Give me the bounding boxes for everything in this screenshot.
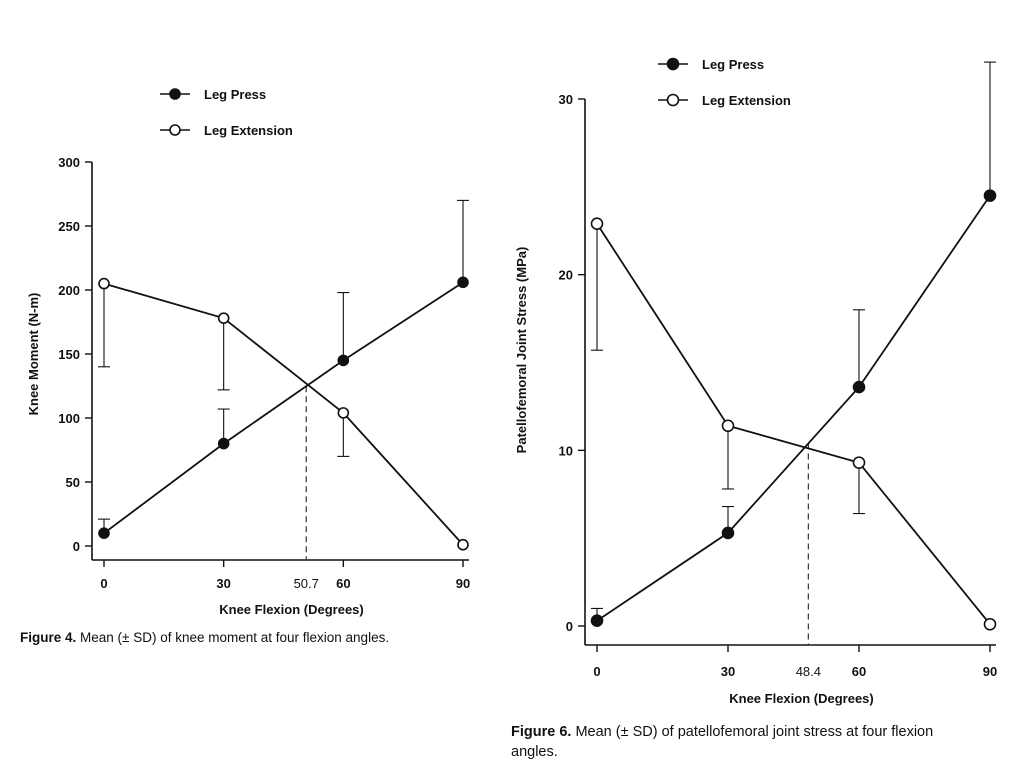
crossover-label: 48.4 [796, 664, 821, 679]
leg-press-line [103, 281, 464, 534]
x-tick-label: 0 [100, 576, 107, 591]
y-tick-label: 0 [73, 539, 80, 554]
patellofemoral-stress-chart: 0 10 20 30 0 30 60 90 Knee Flexion (Degrees) Pate… [514, 57, 997, 706]
leg-press-legend-label: Leg Press [702, 57, 764, 72]
leg-press-point [457, 276, 469, 289]
leg-extension-point [98, 277, 110, 290]
y-tick-label: 200 [58, 283, 80, 298]
x-tick-label: 90 [456, 576, 470, 591]
leg-extension-legend-marker [169, 124, 181, 136]
y-tick-label: 0 [566, 619, 573, 634]
x-tick-label: 60 [336, 576, 350, 591]
leg-extension-point [983, 617, 997, 631]
leg-extension-legend-label: Leg Extension [702, 93, 791, 108]
figure-4-caption-label: Figure 4. [20, 630, 76, 645]
y-tick-label: 300 [58, 155, 80, 170]
leg-press-point [590, 614, 604, 628]
leg-press-line [596, 195, 991, 622]
x-axis-title: Knee Flexion (Degrees) [219, 602, 364, 617]
x-tick-label: 0 [593, 664, 600, 679]
leg-press-point [337, 354, 350, 367]
y-tick-label: 50 [66, 475, 80, 490]
figure-6-caption-label: Figure 6. [511, 724, 571, 740]
leg-extension-point [337, 407, 350, 419]
y-tick-label: 10 [559, 443, 573, 458]
leg-extension-point [721, 419, 735, 433]
leg-extension-legend-label: Leg Extension [204, 123, 293, 138]
figure-6-caption-line-2: angles. [511, 744, 558, 760]
y-axis-title: Patellofemoral Joint Stress (MPa) [514, 247, 529, 454]
leg-extension-point [457, 538, 469, 551]
figure-4-caption-body: Mean (± SD) of knee moment at four flexi… [76, 630, 389, 645]
leg-press-point [721, 526, 735, 540]
y-axis-title: Knee Moment (N-m) [26, 293, 41, 416]
y-tick-label: 150 [58, 347, 80, 362]
crossover-label: 50.7 [294, 576, 319, 591]
y-tick-label: 20 [559, 268, 573, 283]
leg-extension-line [596, 223, 991, 625]
knee-moment-chart: 0 50 100 150 200 250 300 0 30 60 90 Knee Flexion (D… [26, 87, 470, 617]
x-tick-label: 30 [216, 576, 230, 591]
leg-extension-point [590, 217, 604, 231]
leg-press-legend-marker [169, 88, 181, 100]
leg-press-legend-marker [666, 57, 680, 71]
leg-press-legend-label: Leg Press [204, 87, 266, 102]
figure-6-caption-line-1: Figure 6. Mean (± SD) of patellofemoral … [511, 724, 933, 740]
y-tick-label: 30 [559, 92, 573, 107]
leg-press-point [852, 380, 866, 394]
leg-extension-line [103, 282, 464, 546]
leg-extension-point [217, 312, 230, 324]
figure-4-caption: Figure 4. Mean (± SD) of knee moment at … [20, 630, 389, 645]
x-tick-label: 30 [721, 664, 735, 679]
x-axis-title: Knee Flexion (Degrees) [729, 691, 874, 706]
y-tick-label: 250 [58, 219, 80, 234]
leg-press-point [983, 189, 997, 202]
leg-press-point [98, 527, 110, 540]
y-tick-label: 100 [58, 411, 80, 426]
figure-6-caption-body-1: Mean (± SD) of patellofemoral joint stre… [571, 724, 933, 740]
x-tick-label: 60 [852, 664, 866, 679]
x-tick-label: 90 [983, 664, 997, 679]
leg-extension-legend-marker [666, 93, 680, 107]
leg-extension-point [852, 456, 866, 469]
leg-press-point [217, 437, 230, 450]
